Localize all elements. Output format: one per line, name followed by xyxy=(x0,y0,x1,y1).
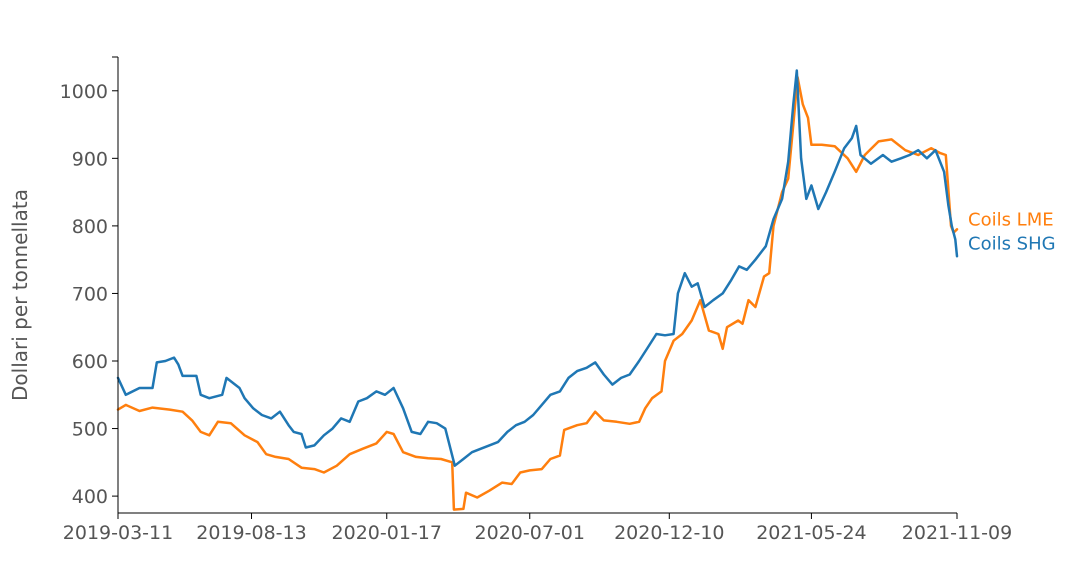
x-tick-label: 2021-11-09 xyxy=(902,522,1012,544)
series-line-1 xyxy=(116,76,959,511)
y-axis-title: Dollari per tonnellata xyxy=(8,189,32,401)
x-axis-ticks: 2019-03-11 2019-08-13 2020-01-17 2020-07-01… xyxy=(63,513,1012,544)
series-label-1: Coils LME xyxy=(968,210,1054,231)
series-labels: Coils LME Coils SHG xyxy=(968,210,1056,255)
x-tick-label: 2020-12-10 xyxy=(614,522,724,544)
x-tick-label: 2020-07-01 xyxy=(475,522,585,544)
y-tick-label: 600 xyxy=(72,351,108,373)
series-line-2 xyxy=(116,69,959,467)
plot-area xyxy=(116,69,959,511)
y-tick-label: 500 xyxy=(72,419,108,441)
x-tick-label: 2020-01-17 xyxy=(332,522,442,544)
y-tick-label: 1000 xyxy=(60,81,108,103)
x-tick-label: 2019-08-13 xyxy=(196,522,306,544)
x-tick-label: 2021-05-24 xyxy=(756,522,866,544)
y-tick-label: 400 xyxy=(72,486,108,508)
y-axis-ticks: 400 500 600 700 800 900 1000 xyxy=(60,56,118,508)
y-tick-label: 800 xyxy=(72,216,108,238)
y-tick-label: 700 xyxy=(72,283,108,305)
series-label-2: Coils SHG xyxy=(968,234,1056,255)
x-tick-label: 2019-03-11 xyxy=(63,522,173,544)
y-tick-label: 900 xyxy=(72,148,108,170)
